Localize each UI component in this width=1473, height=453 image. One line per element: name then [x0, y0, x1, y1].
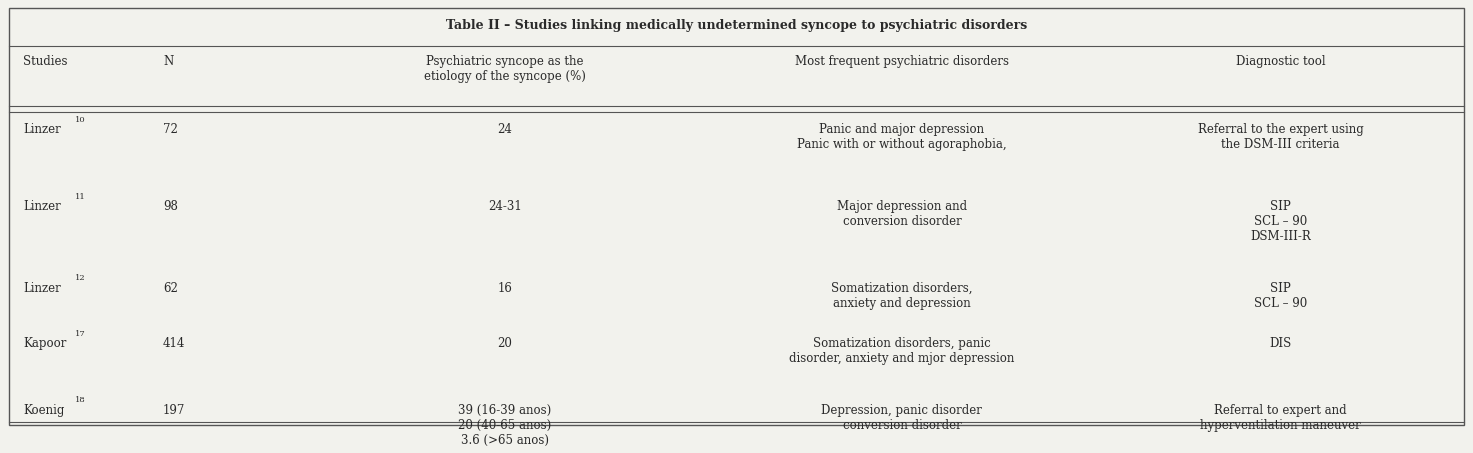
Text: Koenig: Koenig — [24, 404, 65, 417]
Text: 39 (16-39 anos)
20 (40-65 anos)
3.6 (>65 anos): 39 (16-39 anos) 20 (40-65 anos) 3.6 (>65… — [458, 404, 551, 447]
Text: Depression, panic disorder
conversion disorder: Depression, panic disorder conversion di… — [822, 404, 982, 432]
Text: 11: 11 — [75, 193, 85, 201]
Text: Linzer: Linzer — [24, 123, 62, 136]
Text: Studies: Studies — [24, 55, 68, 68]
Text: DIS: DIS — [1270, 337, 1292, 351]
Text: 10: 10 — [75, 116, 85, 124]
Text: Linzer: Linzer — [24, 201, 62, 213]
Text: Major depression and
conversion disorder: Major depression and conversion disorder — [837, 201, 966, 228]
Text: Panic and major depression
Panic with or without agoraphobia,: Panic and major depression Panic with or… — [797, 123, 1006, 151]
Text: 24-31: 24-31 — [488, 201, 521, 213]
Text: Kapoor: Kapoor — [24, 337, 66, 351]
Text: Most frequent psychiatric disorders: Most frequent psychiatric disorders — [795, 55, 1009, 68]
Text: Table II – Studies linking medically undetermined syncope to psychiatric disorde: Table II – Studies linking medically und… — [446, 19, 1027, 32]
Text: 414: 414 — [164, 337, 186, 351]
Text: Referral to the expert using
the DSM-III criteria: Referral to the expert using the DSM-III… — [1198, 123, 1364, 151]
Text: 72: 72 — [164, 123, 178, 136]
Text: 197: 197 — [164, 404, 186, 417]
Text: Diagnostic tool: Diagnostic tool — [1236, 55, 1326, 68]
Text: 16: 16 — [498, 282, 513, 295]
Text: 12: 12 — [75, 274, 85, 282]
Text: Referral to expert and
hyperventilation maneuver: Referral to expert and hyperventilation … — [1200, 404, 1361, 432]
Text: SIP
SCL – 90: SIP SCL – 90 — [1254, 282, 1307, 310]
FancyBboxPatch shape — [9, 8, 1464, 425]
Text: 17: 17 — [75, 330, 85, 338]
Text: Somatization disorders,
anxiety and depression: Somatization disorders, anxiety and depr… — [831, 282, 972, 310]
Text: N: N — [164, 55, 174, 68]
Text: Somatization disorders, panic
disorder, anxiety and mjor depression: Somatization disorders, panic disorder, … — [790, 337, 1015, 366]
Text: 98: 98 — [164, 201, 178, 213]
Text: Psychiatric syncope as the
etiology of the syncope (%): Psychiatric syncope as the etiology of t… — [424, 55, 586, 83]
Text: SIP
SCL – 90
DSM-III-R: SIP SCL – 90 DSM-III-R — [1251, 201, 1311, 243]
Text: 24: 24 — [498, 123, 513, 136]
Text: 62: 62 — [164, 282, 178, 295]
Text: Linzer: Linzer — [24, 282, 62, 295]
Text: 18: 18 — [75, 396, 85, 404]
Text: 20: 20 — [498, 337, 513, 351]
